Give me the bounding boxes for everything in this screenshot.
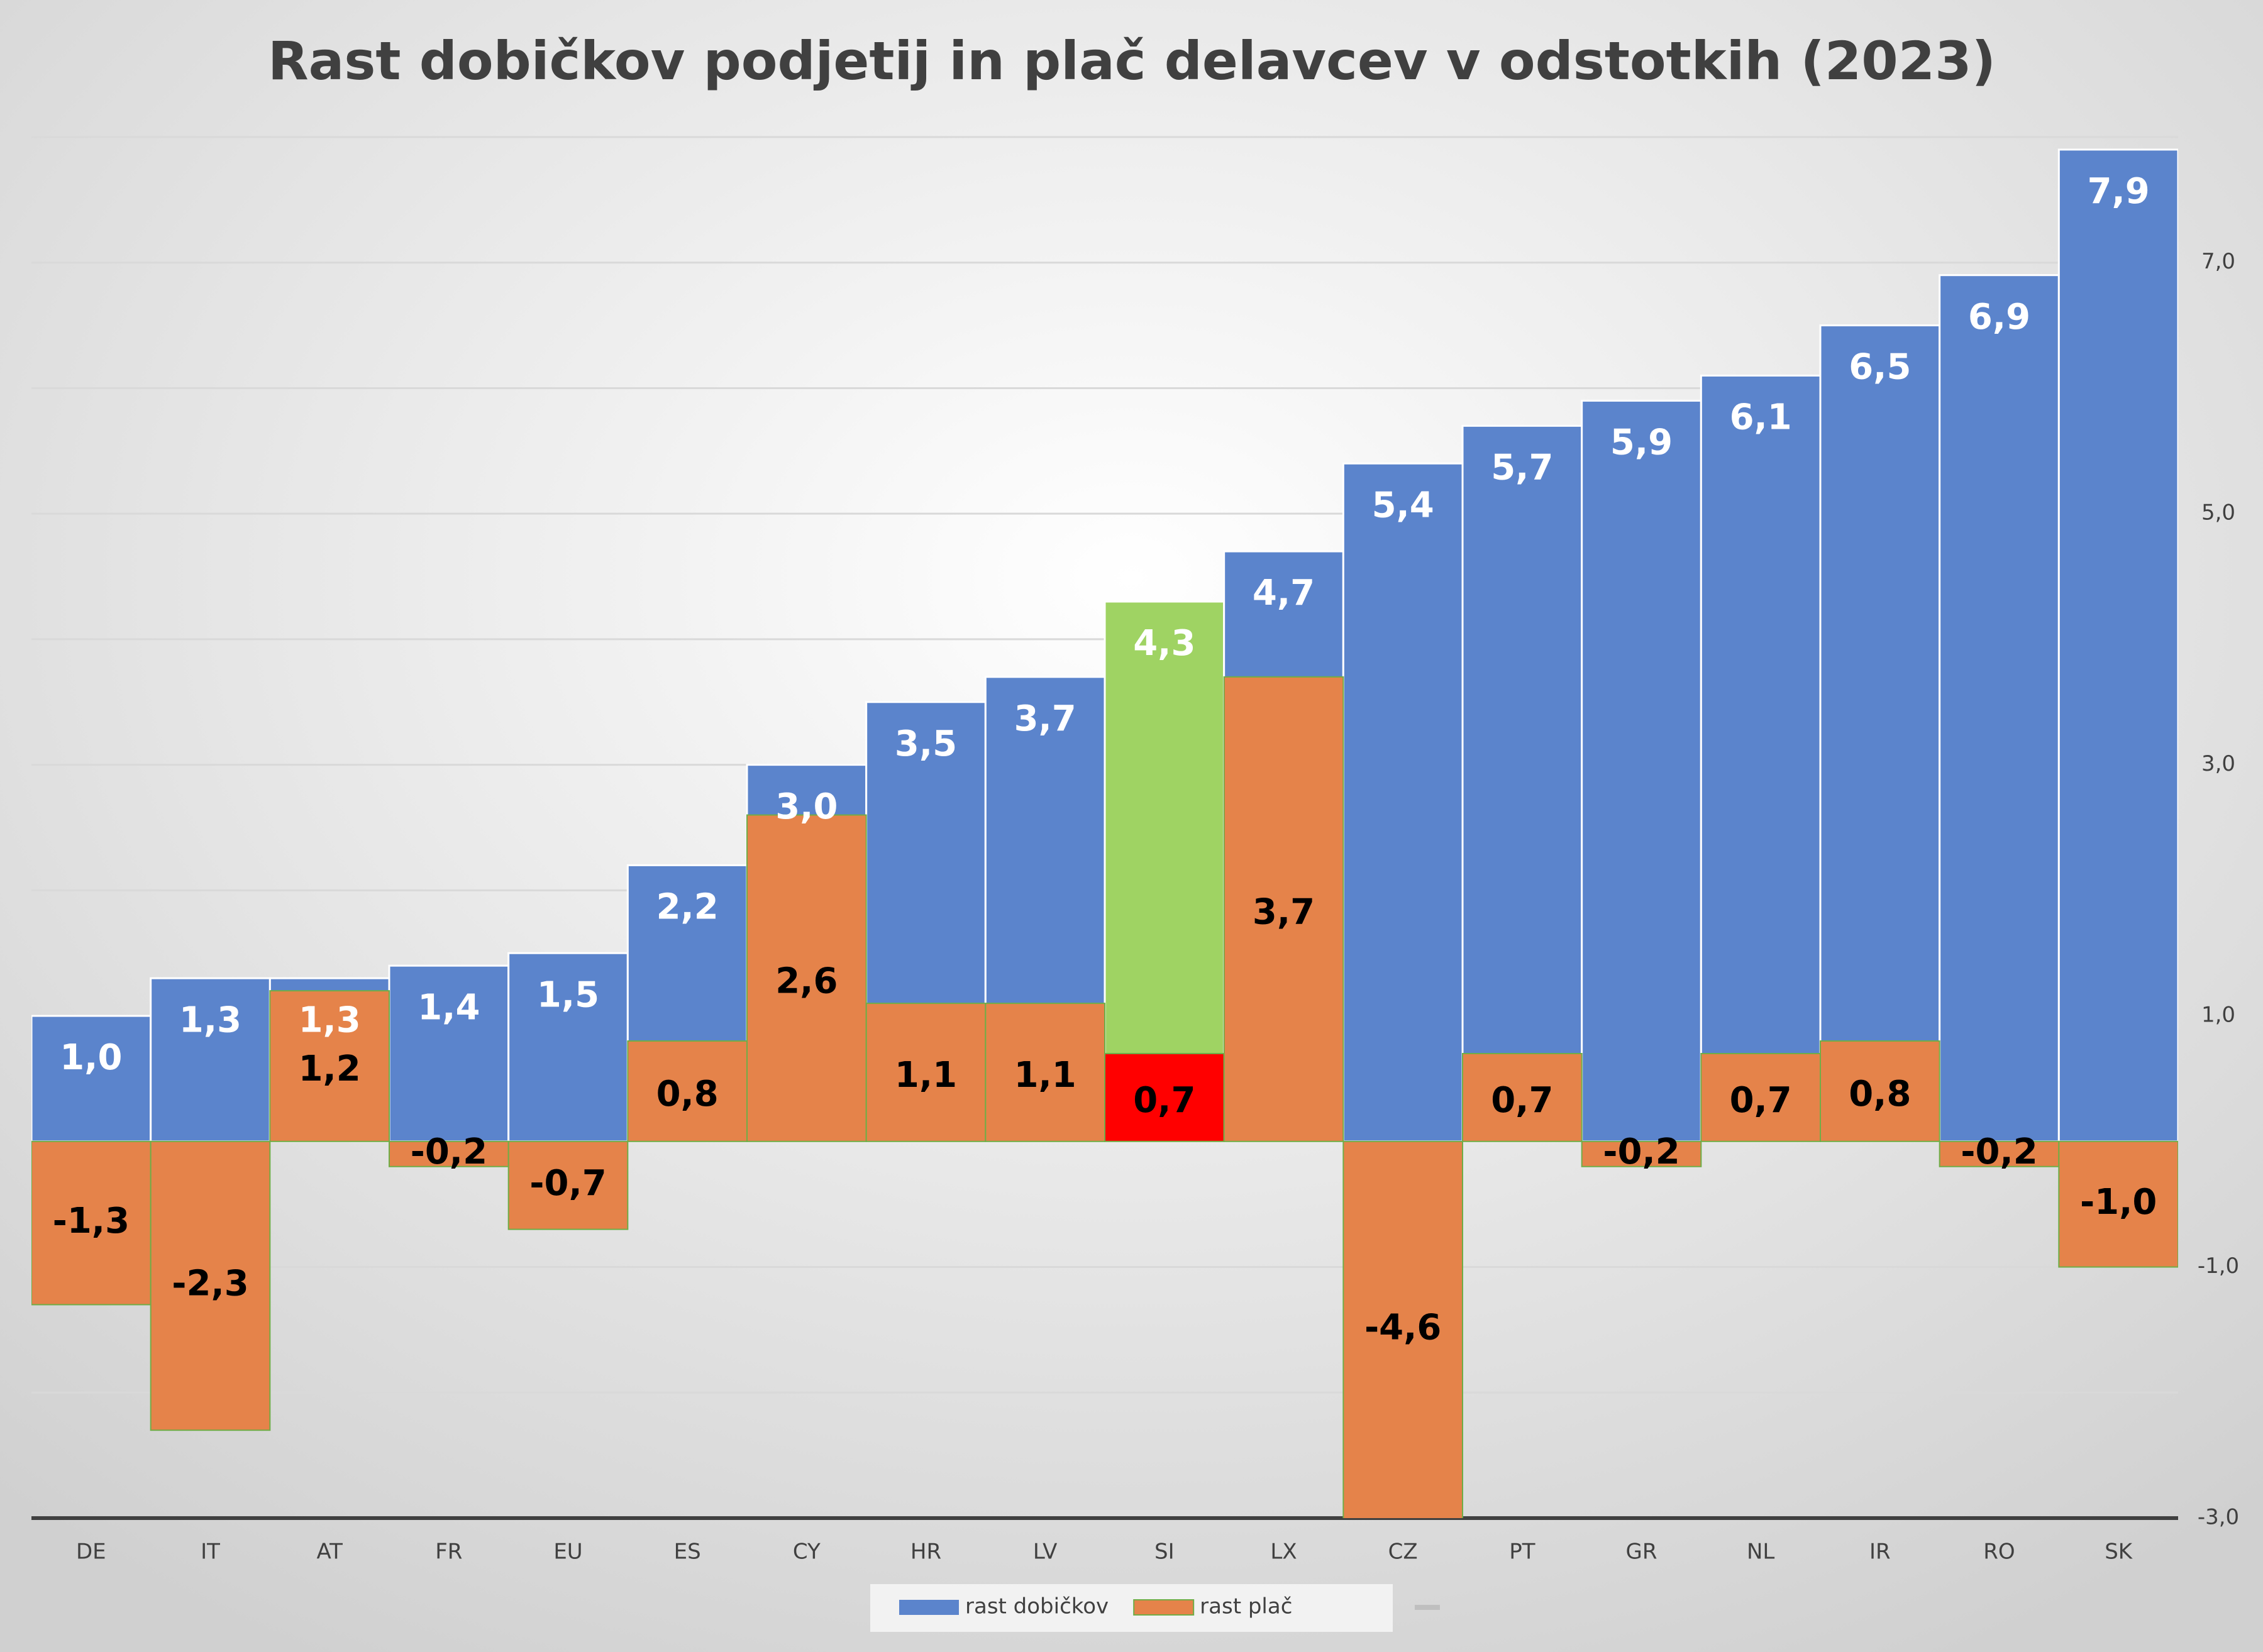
data-label: -1,0 — [2080, 1182, 2157, 1223]
data-label: 6,9 — [1968, 297, 2030, 338]
wage-bar — [1700, 1053, 1821, 1142]
x-tick-label: LX — [1270, 1539, 1297, 1565]
profit-bar — [1461, 424, 1583, 1143]
wage-bar — [1820, 1040, 1940, 1142]
x-tick-label: LV — [1033, 1539, 1057, 1565]
y-tick-label: 7,0 — [2201, 249, 2235, 274]
profit-bar — [507, 952, 629, 1143]
data-label: -4,6 — [1364, 1308, 1441, 1348]
wage-bar — [507, 1140, 629, 1230]
wage-bar — [389, 1140, 509, 1167]
wage-bar — [269, 990, 390, 1142]
data-label: 1,1 — [895, 1055, 957, 1096]
data-label: 1,3 — [179, 999, 241, 1040]
data-label: 4,3 — [1133, 623, 1195, 664]
data-label: -2,3 — [172, 1264, 248, 1304]
data-label: 0,8 — [656, 1074, 719, 1115]
data-label: 6,5 — [1849, 347, 1911, 388]
x-tick-label: FR — [435, 1539, 462, 1565]
x-tick-label: RO — [1983, 1539, 2015, 1565]
wage-bar — [746, 814, 867, 1142]
data-label: 1,1 — [1014, 1055, 1076, 1096]
data-label: -0,2 — [1603, 1132, 1679, 1172]
data-label: 2,6 — [775, 961, 838, 1001]
profit-bar — [1104, 600, 1226, 1143]
profit-bar — [1819, 324, 1941, 1143]
data-label: 5,7 — [1491, 448, 1553, 488]
wage-bar — [1342, 1140, 1463, 1518]
profit-bar — [150, 977, 271, 1143]
profit-bar — [31, 1015, 152, 1143]
data-label: 7,9 — [2088, 171, 2150, 212]
chart-title: Rast dobičkov podjetij in plač delavcev … — [268, 30, 1996, 92]
wage-bar — [1581, 1140, 1702, 1167]
data-label: 1,3 — [299, 999, 361, 1040]
x-tick-label: CY — [793, 1539, 821, 1565]
y-tick-label: 5,0 — [2201, 500, 2235, 526]
data-label: 0,7 — [1491, 1080, 1553, 1121]
wage-bar — [865, 1003, 987, 1142]
profit-bar — [2057, 148, 2178, 1143]
data-label: 1,2 — [299, 1049, 361, 1089]
wage-bar — [2058, 1140, 2178, 1268]
data-label: 1,4 — [418, 987, 480, 1028]
profit-bar — [1342, 462, 1464, 1143]
wage-bar — [985, 1003, 1106, 1142]
data-label: 5,4 — [1372, 485, 1434, 526]
legend-swatch — [1133, 1599, 1195, 1616]
legend-swatch — [899, 1600, 959, 1615]
x-tick-label: HR — [910, 1539, 941, 1565]
wage-bar — [1939, 1140, 2060, 1167]
y-tick-label: -1,0 — [2198, 1253, 2239, 1279]
data-label: 4,7 — [1253, 573, 1315, 614]
data-label: 3,7 — [1253, 891, 1315, 932]
x-tick-label: SI — [1154, 1539, 1175, 1565]
profit-bar — [388, 964, 510, 1143]
data-label: 3,5 — [895, 724, 957, 764]
y-tick-label: -3,0 — [2198, 1505, 2239, 1530]
x-tick-label: IR — [1869, 1539, 1891, 1565]
wage-bar — [1104, 1053, 1225, 1142]
legend-label: rast plač — [1200, 1594, 1292, 1619]
data-label: 3,7 — [1014, 698, 1076, 739]
x-tick-label: DE — [76, 1539, 106, 1565]
x-tick-label: NL — [1747, 1539, 1774, 1565]
data-label: -0,2 — [411, 1132, 487, 1172]
wage-bar — [31, 1140, 152, 1306]
x-tick-label: IT — [201, 1539, 220, 1565]
x-tick-label: SK — [2105, 1539, 2133, 1565]
plot-area — [31, 148, 2178, 1518]
data-label: -0,2 — [1961, 1132, 2037, 1172]
profit-bar — [1939, 274, 2060, 1143]
data-label: 3,0 — [775, 786, 838, 827]
x-tick-label: GR — [1626, 1539, 1657, 1565]
x-tick-label: AT — [316, 1539, 343, 1565]
data-label: 0,8 — [1849, 1074, 1911, 1115]
data-label: 6,1 — [1730, 397, 1792, 438]
profit-bar — [1581, 399, 1702, 1143]
x-tick-label: EU — [553, 1539, 582, 1565]
y-tick-label: 3,0 — [2201, 751, 2235, 776]
data-label: 2,2 — [656, 887, 719, 928]
wage-bar — [1223, 676, 1344, 1142]
data-label: -1,3 — [53, 1201, 130, 1242]
data-label: 0,7 — [1730, 1080, 1792, 1121]
y-tick-label: 1,0 — [2201, 1003, 2235, 1028]
x-tick-label: CZ — [1388, 1539, 1418, 1565]
wage-bar — [1462, 1053, 1583, 1142]
legend-label: rast dobičkov — [965, 1594, 1109, 1619]
data-label: -0,7 — [529, 1163, 606, 1204]
data-label: 5,9 — [1610, 422, 1673, 463]
data-label: 1,5 — [537, 974, 599, 1015]
wage-bar — [627, 1040, 748, 1142]
x-tick-label: ES — [674, 1539, 701, 1565]
data-label: 1,0 — [60, 1037, 122, 1078]
profit-bar — [1700, 374, 1822, 1143]
x-tick-label: PT — [1509, 1539, 1535, 1565]
wage-bar — [150, 1140, 271, 1431]
data-label: 0,7 — [1133, 1080, 1195, 1121]
